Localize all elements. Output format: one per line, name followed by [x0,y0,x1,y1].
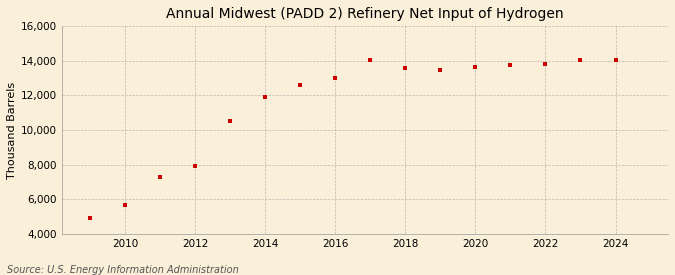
Point [119,202,130,207]
Point [190,164,200,169]
Point [575,58,586,62]
Point [540,62,551,67]
Point [505,63,516,67]
Point [155,175,165,179]
Point [295,83,306,87]
Point [470,65,481,69]
Point [400,66,411,70]
Y-axis label: Thousand Barrels: Thousand Barrels [7,82,17,179]
Point [260,95,271,100]
Point [610,58,621,62]
Point [435,67,446,72]
Point [330,76,341,80]
Point [225,119,236,124]
Text: Source: U.S. Energy Information Administration: Source: U.S. Energy Information Administ… [7,265,238,275]
Title: Annual Midwest (PADD 2) Refinery Net Input of Hydrogen: Annual Midwest (PADD 2) Refinery Net Inp… [166,7,564,21]
Point [85,216,96,221]
Point [365,58,376,62]
